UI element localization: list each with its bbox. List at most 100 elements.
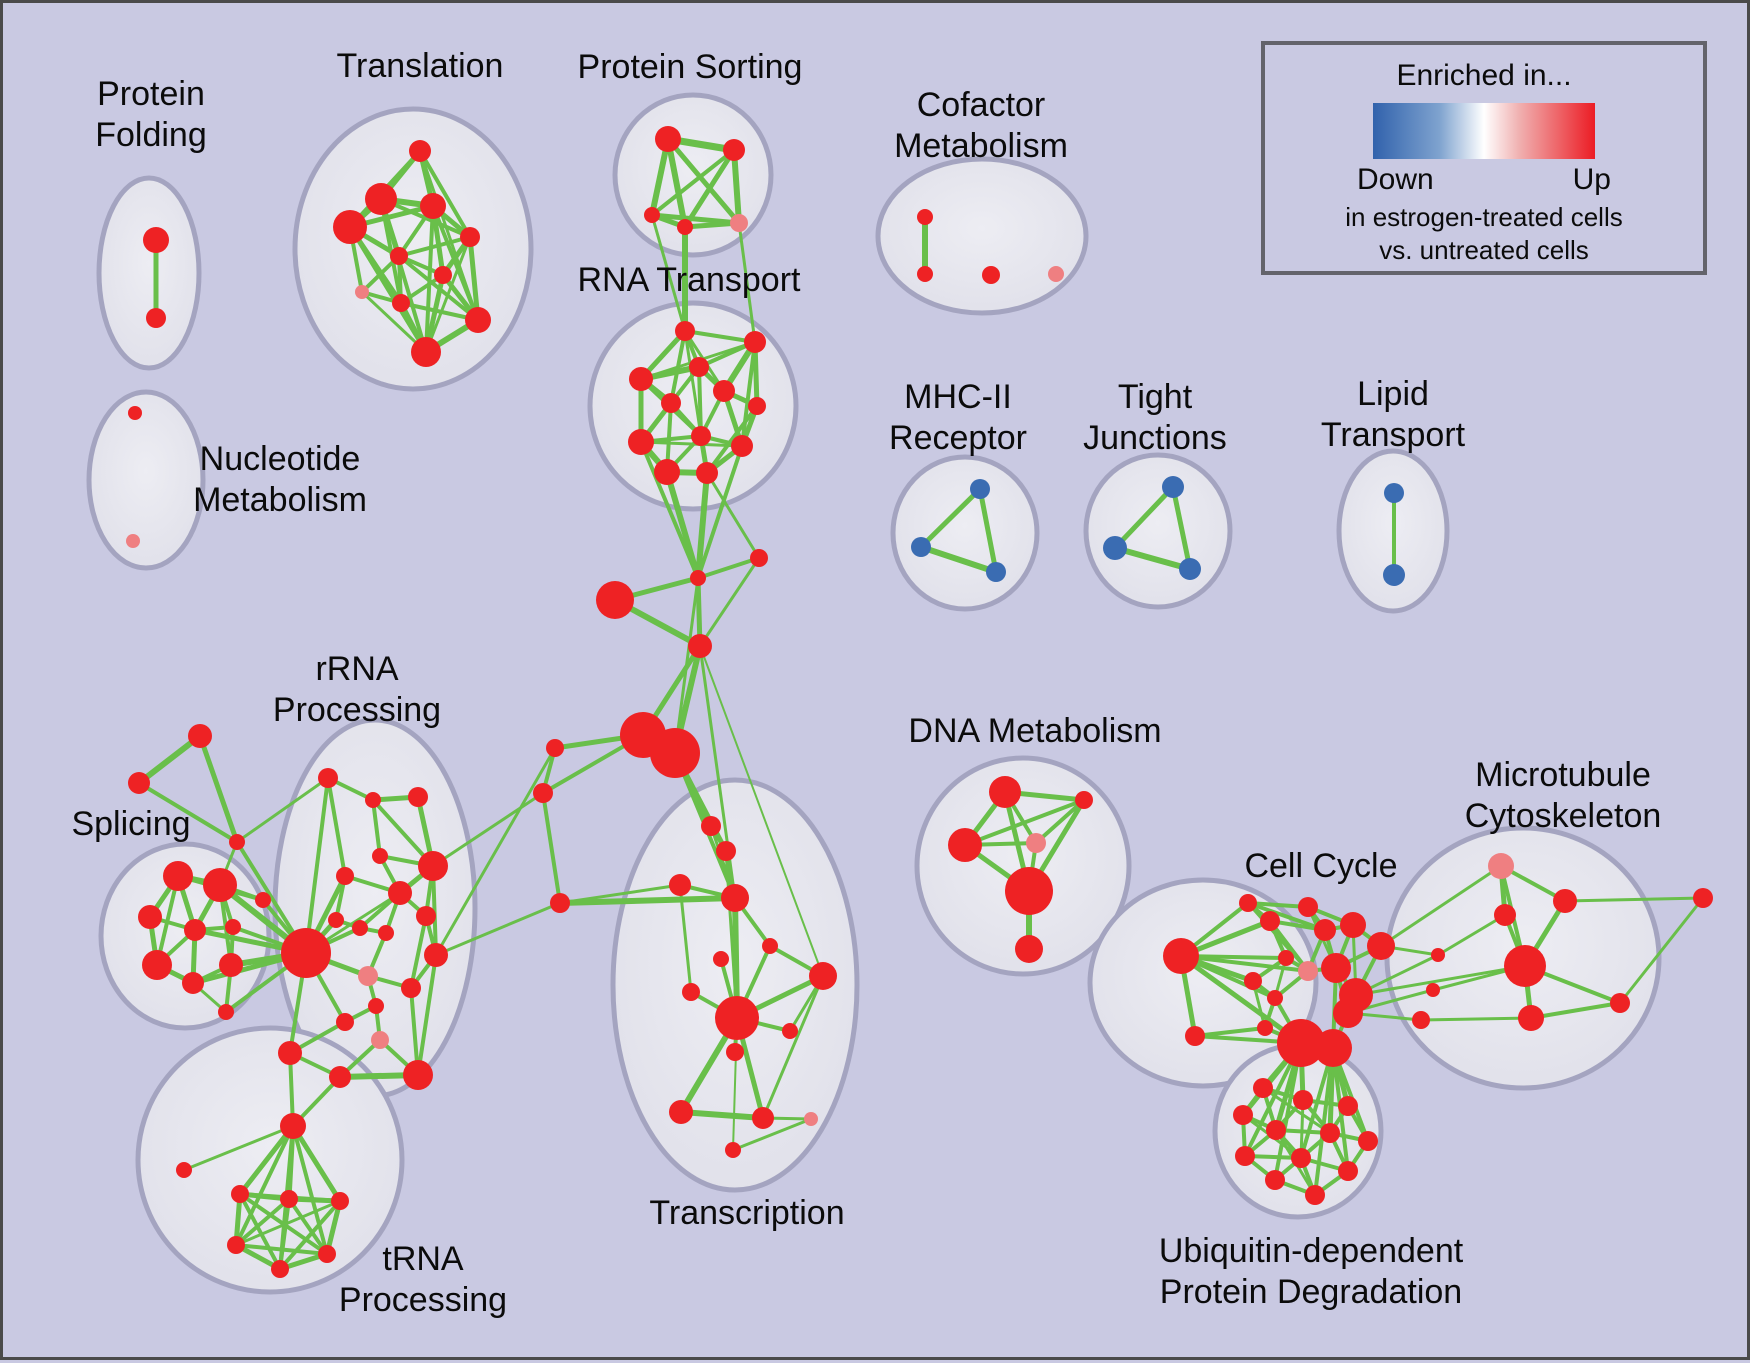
node-pf1[interactable] [143,227,169,253]
node-r20[interactable] [424,943,448,967]
node-t1[interactable] [409,140,431,162]
node-t11[interactable] [411,337,441,367]
node-x1[interactable] [701,816,721,836]
node-rt2[interactable] [744,331,766,353]
node-tp1[interactable] [176,1162,192,1178]
node-x4[interactable] [721,884,749,912]
node-rt12[interactable] [696,462,718,484]
node-u8[interactable] [1235,1146,1255,1166]
node-cc1[interactable] [1163,938,1199,974]
node-cc11[interactable] [1321,953,1351,983]
node-u12[interactable] [1305,1185,1325,1205]
node-t4[interactable] [333,210,367,244]
node-r3[interactable] [408,787,428,807]
node-nm2[interactable] [126,534,140,548]
node-tp5[interactable] [227,1236,245,1254]
node-x5[interactable] [550,893,570,913]
node-rt8[interactable] [691,426,711,446]
node-cc4[interactable] [1260,911,1280,931]
node-ps3[interactable] [644,207,660,223]
node-r15[interactable] [336,1013,354,1031]
node-cc6[interactable] [1340,912,1366,938]
node-cc14[interactable] [1333,998,1363,1028]
node-mt7[interactable] [1412,1011,1430,1029]
node-r12[interactable] [358,966,378,986]
node-t2[interactable] [365,183,397,215]
node-c2[interactable] [917,266,933,282]
node-x10[interactable] [715,996,759,1040]
node-ccb2[interactable] [1314,1029,1352,1067]
node-x15[interactable] [804,1112,818,1126]
node-r4[interactable] [372,848,388,864]
node-t8[interactable] [355,285,369,299]
node-u6[interactable] [1320,1123,1340,1143]
node-r5[interactable] [418,851,448,881]
node-mt10[interactable] [1693,888,1713,908]
node-x8[interactable] [809,962,837,990]
node-u4[interactable] [1233,1105,1253,1125]
node-s10[interactable] [218,1004,234,1020]
node-s6[interactable] [255,892,271,908]
node-rt3[interactable] [689,357,709,377]
node-rt1[interactable] [675,321,695,341]
node-u5[interactable] [1266,1120,1286,1140]
node-st1[interactable] [188,724,212,748]
node-u3[interactable] [1338,1096,1358,1116]
node-r14[interactable] [368,998,384,1014]
node-d1[interactable] [989,776,1021,808]
node-tj3[interactable] [1179,558,1201,580]
node-tp2[interactable] [231,1185,249,1203]
node-rt10[interactable] [731,435,753,457]
node-x14[interactable] [752,1107,774,1129]
node-tj2[interactable] [1103,536,1127,560]
node-m2[interactable] [750,549,768,567]
node-pf2[interactable] [146,308,166,328]
node-s5[interactable] [225,919,241,935]
node-d3[interactable] [948,828,982,862]
node-c4[interactable] [1048,266,1064,282]
node-x16[interactable] [725,1142,741,1158]
node-s7[interactable] [142,950,172,980]
node-s4[interactable] [184,919,206,941]
node-mt5[interactable] [1431,948,1445,962]
node-s9[interactable] [219,953,243,977]
node-cc2[interactable] [1239,894,1257,912]
node-mh2[interactable] [911,537,931,557]
node-cc8[interactable] [1244,972,1262,990]
node-ps4[interactable] [677,219,693,235]
node-s2[interactable] [203,868,237,902]
node-x6[interactable] [762,938,778,954]
node-r6[interactable] [336,867,354,885]
node-st3[interactable] [229,834,245,850]
node-ccb1[interactable] [1277,1019,1325,1067]
node-r18[interactable] [278,1041,302,1065]
node-cc16[interactable] [1185,1026,1205,1046]
node-r2[interactable] [365,792,381,808]
node-c1[interactable] [917,209,933,225]
node-tp3[interactable] [280,1190,298,1208]
node-tp4[interactable] [331,1192,349,1210]
node-cc15[interactable] [1257,1020,1273,1036]
node-tp6[interactable] [318,1245,336,1263]
node-mt2[interactable] [1553,889,1577,913]
node-m3[interactable] [596,581,634,619]
node-mt9[interactable] [1610,993,1630,1013]
node-t6[interactable] [390,247,408,265]
node-nm1[interactable] [128,406,142,420]
node-s8[interactable] [182,972,204,994]
node-r17[interactable] [403,1060,433,1090]
node-t7[interactable] [434,266,452,284]
node-x13[interactable] [669,1100,693,1124]
node-cc5[interactable] [1314,919,1336,941]
node-mt4[interactable] [1504,945,1546,987]
node-x11[interactable] [782,1023,798,1039]
node-cc10[interactable] [1298,961,1318,981]
node-rt4[interactable] [629,367,653,391]
node-t9[interactable] [392,294,410,312]
node-mt1[interactable] [1488,853,1514,879]
node-ps1[interactable] [655,126,681,152]
node-tp7[interactable] [271,1260,289,1278]
node-x12[interactable] [726,1043,744,1061]
node-x7[interactable] [713,951,729,967]
node-d6[interactable] [1015,935,1043,963]
